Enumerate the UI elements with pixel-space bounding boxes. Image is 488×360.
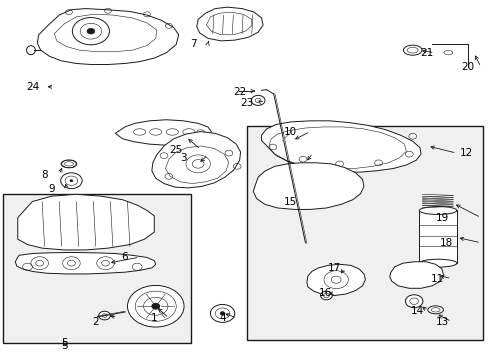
Ellipse shape bbox=[418, 207, 456, 215]
Text: 18: 18 bbox=[439, 238, 452, 248]
Circle shape bbox=[152, 303, 159, 309]
Circle shape bbox=[320, 291, 331, 300]
Text: 11: 11 bbox=[429, 274, 443, 284]
Text: 1: 1 bbox=[151, 313, 157, 323]
Polygon shape bbox=[37, 9, 178, 64]
Text: 17: 17 bbox=[327, 263, 341, 273]
Bar bbox=[3, 194, 190, 343]
Text: 15: 15 bbox=[284, 197, 297, 207]
Circle shape bbox=[210, 305, 234, 322]
Circle shape bbox=[70, 180, 73, 182]
Text: 9: 9 bbox=[48, 184, 55, 194]
Circle shape bbox=[87, 28, 95, 34]
Circle shape bbox=[61, 173, 82, 189]
Polygon shape bbox=[115, 120, 211, 145]
Text: 20: 20 bbox=[460, 62, 473, 72]
Text: 16: 16 bbox=[318, 288, 331, 298]
Text: 5: 5 bbox=[61, 338, 67, 348]
Text: 13: 13 bbox=[434, 317, 447, 327]
Circle shape bbox=[220, 312, 224, 315]
Text: 2: 2 bbox=[92, 317, 99, 327]
Text: 19: 19 bbox=[434, 213, 447, 222]
Text: 24: 24 bbox=[26, 82, 39, 92]
Polygon shape bbox=[196, 7, 263, 41]
Text: 10: 10 bbox=[284, 127, 297, 136]
Text: 8: 8 bbox=[41, 170, 48, 180]
Polygon shape bbox=[389, 262, 443, 288]
Text: 7: 7 bbox=[190, 39, 196, 49]
Polygon shape bbox=[261, 121, 420, 172]
Text: 12: 12 bbox=[459, 148, 472, 158]
Ellipse shape bbox=[61, 160, 77, 168]
Bar bbox=[246, 126, 483, 339]
Text: 25: 25 bbox=[169, 144, 183, 154]
Text: 14: 14 bbox=[410, 306, 424, 316]
Text: 5: 5 bbox=[61, 341, 67, 351]
Circle shape bbox=[251, 95, 264, 105]
Ellipse shape bbox=[427, 306, 443, 314]
Polygon shape bbox=[15, 252, 156, 274]
Text: 21: 21 bbox=[420, 48, 433, 58]
Ellipse shape bbox=[418, 259, 456, 267]
Text: 23: 23 bbox=[240, 98, 253, 108]
Text: 6: 6 bbox=[122, 252, 128, 262]
Polygon shape bbox=[418, 211, 456, 263]
Circle shape bbox=[127, 285, 183, 327]
Circle shape bbox=[405, 295, 422, 308]
Polygon shape bbox=[152, 132, 240, 188]
Ellipse shape bbox=[403, 45, 421, 55]
Polygon shape bbox=[306, 264, 365, 296]
Polygon shape bbox=[18, 194, 154, 250]
Text: 3: 3 bbox=[180, 153, 186, 163]
Text: 4: 4 bbox=[219, 313, 225, 323]
Circle shape bbox=[99, 311, 110, 320]
Polygon shape bbox=[253, 163, 363, 210]
Text: 22: 22 bbox=[232, 87, 246, 97]
